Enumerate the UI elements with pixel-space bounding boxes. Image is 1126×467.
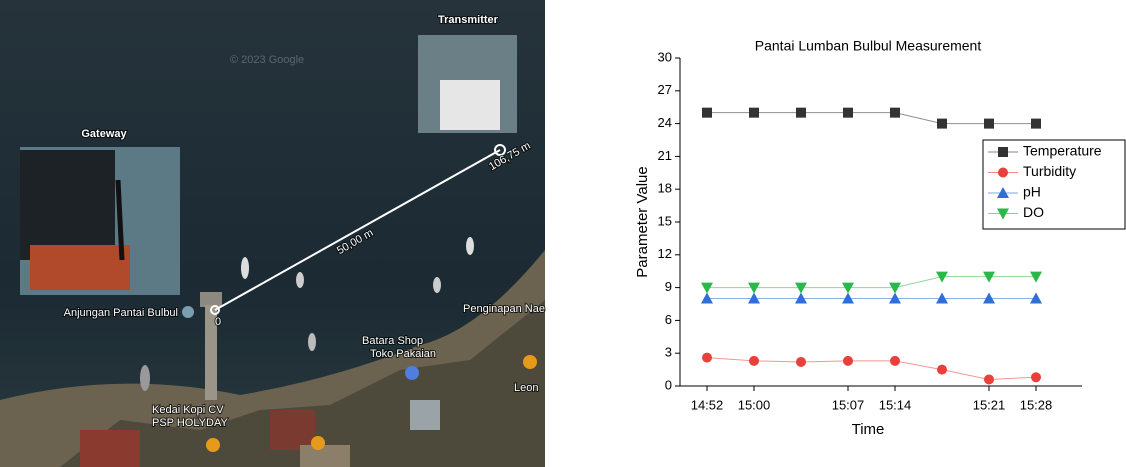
distance-label: 0	[215, 316, 221, 328]
x-tick-label: 15:28	[1020, 397, 1053, 412]
marker	[984, 119, 994, 129]
gateway-label: Gateway	[81, 128, 127, 140]
boat	[241, 257, 249, 279]
place-label: Kedai Kopi CV	[152, 404, 224, 416]
y-tick-label: 21	[658, 148, 672, 163]
boat	[308, 333, 316, 351]
x-tick-label: 14:52	[691, 397, 724, 412]
legend-marker	[998, 147, 1008, 157]
roof	[300, 445, 350, 467]
pin	[206, 438, 220, 452]
marker	[749, 108, 759, 118]
satellite-map: 106,75 m 50,00 m 0 © 2023 Google Transmi…	[0, 0, 545, 467]
chart: Pantai Lumban Bulbul Measurement Time Pa…	[634, 38, 1125, 438]
legend-marker	[998, 168, 1008, 178]
legend-label: pH	[1023, 184, 1041, 200]
place-label: Anjungan Pantai Bulbul	[64, 307, 178, 319]
place-label: Leon	[514, 382, 538, 394]
copyright: © 2023 Google	[230, 54, 304, 66]
marker	[890, 356, 900, 366]
marker	[984, 374, 994, 384]
boat	[433, 277, 441, 293]
boat	[466, 237, 474, 255]
x-tick-label: 15:07	[832, 397, 865, 412]
marker	[843, 108, 853, 118]
place-label: PSP HOLYDAY	[152, 417, 228, 429]
place-label: Batara Shop	[362, 335, 423, 347]
roof	[410, 400, 440, 430]
marker	[843, 356, 853, 366]
y-tick-label: 27	[658, 82, 672, 97]
y-tick-label: 15	[658, 213, 672, 228]
pin	[405, 366, 419, 380]
y-tick-label: 3	[665, 345, 672, 360]
y-tick-label: 6	[665, 312, 672, 327]
boat	[140, 365, 150, 391]
marker	[796, 357, 806, 367]
place-label: Penginapan Nae	[463, 303, 545, 315]
pier-head	[200, 292, 222, 307]
page: 106,75 m 50,00 m 0 © 2023 Google Transmi…	[0, 0, 1126, 467]
gateway-monitor	[20, 150, 115, 260]
place-label: Toko Pakaian	[370, 348, 436, 360]
marker	[937, 365, 947, 375]
legend-label: Turbidity	[1023, 163, 1076, 179]
gateway-board	[30, 245, 130, 290]
transmitter-box	[440, 80, 500, 130]
boat	[296, 272, 304, 288]
marker	[1031, 119, 1041, 129]
legend-label: DO	[1023, 204, 1044, 220]
chart-title: Pantai Lumban Bulbul Measurement	[755, 38, 982, 54]
x-tick-label: 15:14	[879, 397, 912, 412]
y-tick-label: 12	[658, 246, 672, 261]
marker	[796, 108, 806, 118]
pin	[523, 355, 537, 369]
x-tick-label: 15:21	[973, 397, 1006, 412]
y-tick-label: 30	[658, 49, 672, 64]
marker	[1031, 372, 1041, 382]
legend-label: Temperature	[1023, 143, 1102, 159]
figure: 106,75 m 50,00 m 0 © 2023 Google Transmi…	[0, 0, 1126, 467]
y-tick-label: 24	[658, 115, 672, 130]
x-axis-label: Time	[852, 421, 885, 438]
pin	[182, 306, 194, 318]
y-tick-label: 9	[665, 279, 672, 294]
marker	[749, 356, 759, 366]
roof	[270, 410, 315, 450]
pin	[311, 436, 325, 450]
roof	[80, 430, 140, 467]
y-tick-label: 18	[658, 181, 672, 196]
marker	[702, 108, 712, 118]
transmitter-label: Transmitter	[438, 14, 499, 26]
x-tick-label: 15:00	[738, 397, 771, 412]
y-tick-label: 0	[665, 377, 672, 392]
marker	[702, 353, 712, 363]
marker	[890, 108, 900, 118]
y-axis-label: Parameter Value	[634, 166, 651, 277]
marker	[937, 119, 947, 129]
